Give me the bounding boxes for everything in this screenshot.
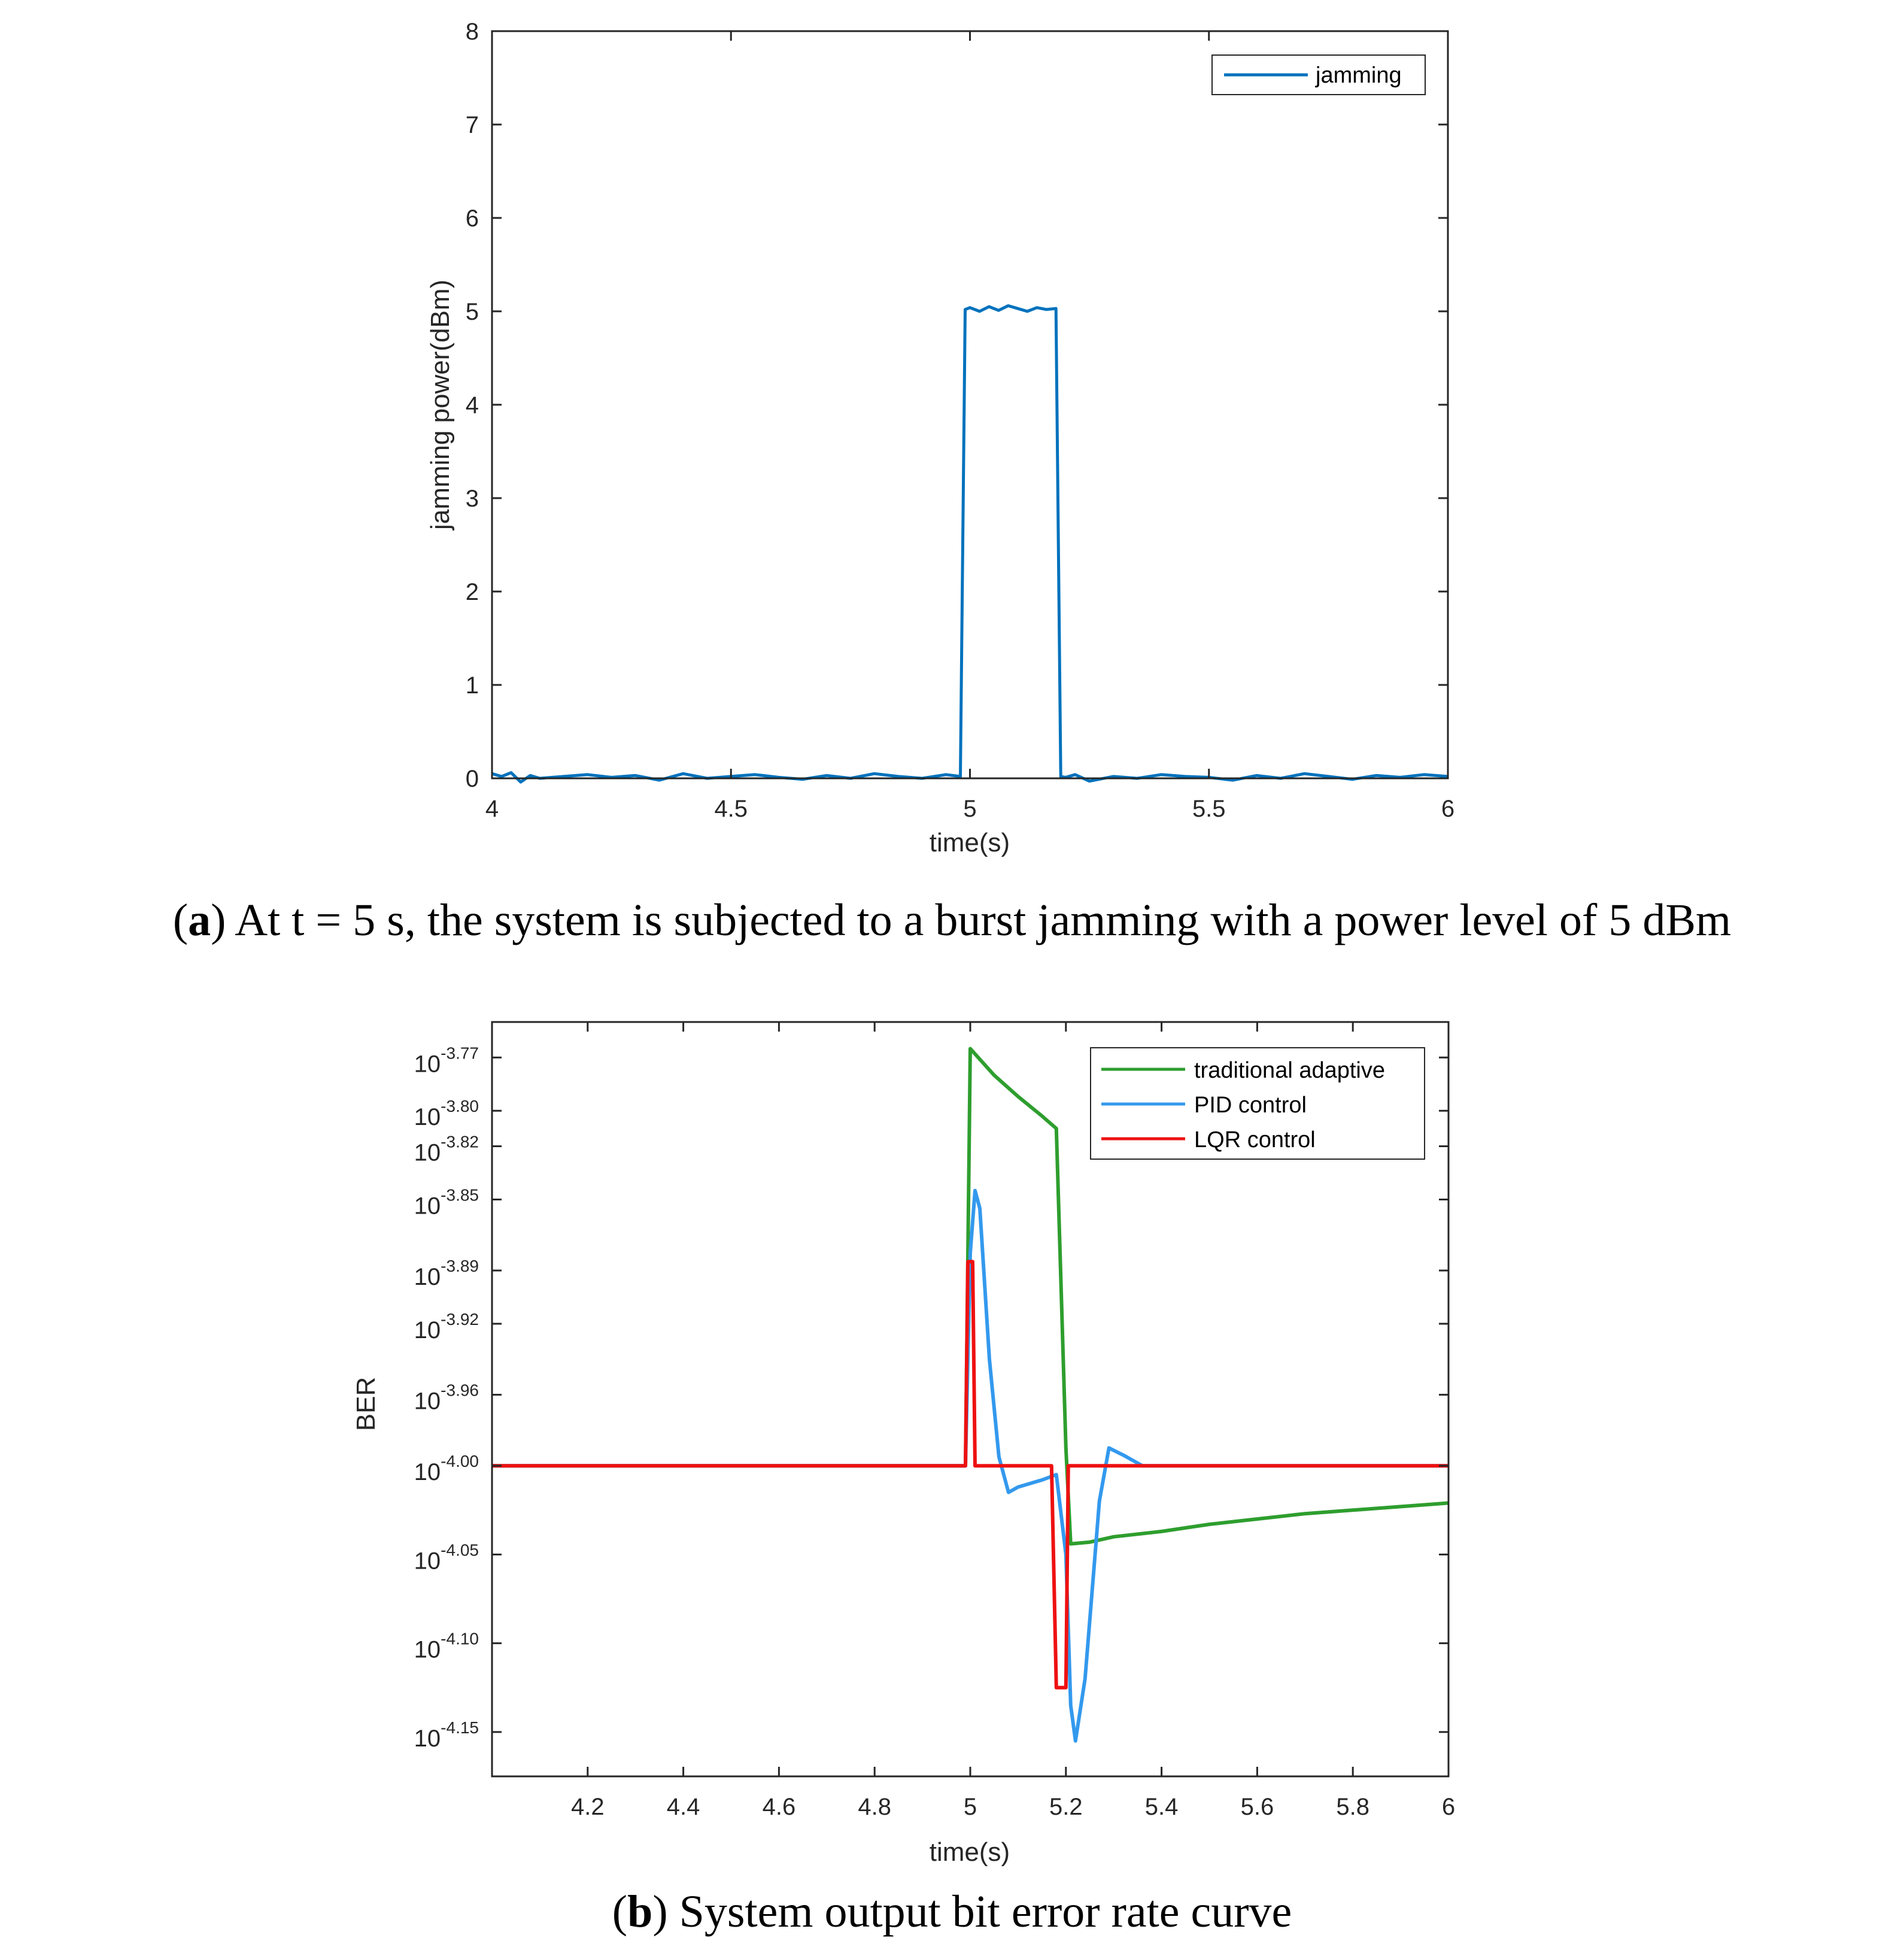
b-x-tick-label-8: 5.8 [1336,1794,1369,1820]
a-y-tick-label-8: 8 [466,19,479,45]
a-x-tick-label-4: 6 [1441,796,1454,822]
legend-label-traditional-adaptive: traditional adaptive [1194,1058,1385,1083]
caption-b: (b) System output bit error rate curve [612,1887,1292,1937]
b-x-tick-label-0: 4.2 [571,1794,605,1820]
b-x-tick-label-5: 5.2 [1049,1794,1083,1820]
a-y-tick-label-3: 3 [466,486,479,512]
b-x-tick-label-3: 4.8 [858,1794,891,1820]
legend-label-lqr-control: LQR control [1194,1127,1316,1153]
legend-label-jamming: jamming [1315,63,1402,88]
b-x-tick-label-2: 4.6 [763,1794,796,1820]
b-x-tick-label-9: 6 [1442,1794,1455,1820]
panel-a-y-axis-label: jamming power(dBm) [426,280,455,531]
b-y-tick-label-9: 10-3.80 [414,1097,479,1130]
panel-b-x-axis-label: time(s) [930,1837,1010,1867]
a-x-tick-label-3: 5.5 [1192,796,1226,822]
a-y-tick-label-6: 6 [466,205,479,232]
series-line-jamming [491,304,1449,784]
panel-a-legend: jamming [1211,54,1426,95]
panel-a-jamming-power-plot: 4 4.5 5 5.5 6 0 1 2 3 4 5 6 7 8 time(s) jamming power… [426,19,1454,857]
caption-a-letter: a [188,895,211,945]
a-y-tick-label-5: 5 [466,299,479,325]
a-x-tick-label-2: 5 [963,796,976,822]
b-y-tick-label-0: 10-4.15 [414,1718,479,1752]
b-y-tick-label-2: 10-4.05 [414,1540,479,1574]
a-y-tick-label-1: 1 [466,672,479,699]
caption-b-text: System output bit error rate curve [679,1887,1292,1937]
caption-b-letter: b [627,1887,653,1937]
b-x-tick-label-7: 5.6 [1241,1794,1274,1820]
panel-b-legend-box [1090,1047,1425,1160]
a-x-tick-label-0: 4 [485,796,499,822]
a-y-tick-label-0: 0 [466,766,479,792]
panel-b-ber-plot: 4.2 4.4 4.6 4.8 5 5.2 5.4 5.6 5.8 6 10-4.15 10-4.10… [351,1021,1455,1867]
series-line-lqr-control [492,1260,1449,1690]
a-y-tick-label-4: 4 [466,392,479,418]
b-y-tick-label-7: 10-3.85 [414,1185,479,1219]
a-y-tick-label-7: 7 [466,112,479,138]
b-x-tick-label-1: 4.4 [667,1794,700,1820]
panel-a-axes-box [491,30,1449,780]
b-x-tick-label-4: 5 [964,1794,977,1820]
b-x-tick-label-6: 5.4 [1145,1794,1179,1820]
legend-label-pid-control: PID control [1194,1093,1307,1118]
caption-a: (a) At t = 5 s, the system is subjected … [172,895,1732,945]
b-y-tick-label-4: 10-3.96 [414,1381,479,1415]
panel-b-legend: traditional adaptive PID control LQR con… [1090,1047,1425,1160]
a-y-tick-label-2: 2 [466,579,479,605]
a-x-tick-label-1: 4.5 [714,796,748,822]
b-y-tick-label-3: 10-4.00 [414,1452,479,1485]
b-y-tick-label-1: 10-4.10 [414,1630,479,1663]
caption-a-text: At t = 5 s, the system is subjected to a… [235,895,1732,945]
b-y-tick-label-8: 10-3.82 [414,1133,479,1166]
b-y-tick-label-10: 10-3.77 [414,1044,479,1077]
panel-a-x-axis-label: time(s) [930,828,1010,857]
b-y-tick-label-6: 10-3.89 [414,1257,479,1290]
panel-b-y-axis-label: BER [351,1377,381,1431]
b-y-tick-label-5: 10-3.92 [414,1310,479,1344]
